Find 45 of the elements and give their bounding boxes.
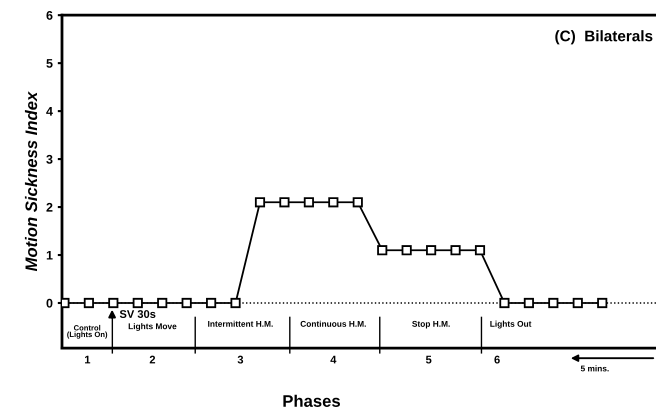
- text: 5: [426, 356, 432, 364]
- text: 4: [330, 356, 336, 364]
- annotation: SV 30s: [120, 310, 156, 318]
- point: [254, 197, 266, 208]
- annotation: Lights Out: [490, 320, 532, 328]
- point: [426, 245, 436, 256]
- annotation: Intermittent H.M.: [208, 320, 273, 327]
- point: [182, 298, 192, 308]
- text: 1: [85, 356, 90, 364]
- point: [597, 298, 608, 308]
- point: [572, 298, 583, 308]
- point: [524, 298, 534, 308]
- point: [108, 298, 118, 308]
- y-tick-label: 2: [46, 202, 52, 212]
- point: [84, 298, 94, 308]
- point: [450, 245, 461, 256]
- point: [206, 298, 216, 308]
- point: [230, 298, 241, 308]
- point: [352, 197, 363, 208]
- y-tick-label: 0: [46, 298, 52, 308]
- y-tick-label: 4: [46, 107, 53, 116]
- y-tick-label: 3: [46, 154, 53, 164]
- text: (C) Bilaterals: [555, 30, 652, 44]
- point: [328, 197, 338, 208]
- text: 5 mins.: [580, 365, 609, 372]
- point: [304, 197, 314, 208]
- point: [279, 197, 290, 208]
- point: [474, 245, 486, 256]
- text: 3: [238, 356, 244, 364]
- annotation: Lights Move: [128, 323, 176, 331]
- y-axis-title: Motion Sickness Index: [24, 91, 38, 272]
- y-tick-label: 1: [46, 250, 53, 260]
- point: [132, 298, 143, 308]
- point: [548, 298, 558, 308]
- point: [157, 298, 168, 308]
- annotation: Continuous H.M.: [300, 320, 366, 327]
- point: [377, 245, 388, 256]
- y-tick-label: 5: [46, 59, 53, 68]
- x-axis-title: Phases: [283, 394, 340, 407]
- text: 6: [494, 356, 500, 364]
- text: 2: [150, 356, 156, 364]
- annotation: Stop H.M.: [412, 320, 450, 328]
- point: [402, 245, 412, 256]
- point: [499, 298, 510, 308]
- y-tick-label: 6: [46, 10, 53, 20]
